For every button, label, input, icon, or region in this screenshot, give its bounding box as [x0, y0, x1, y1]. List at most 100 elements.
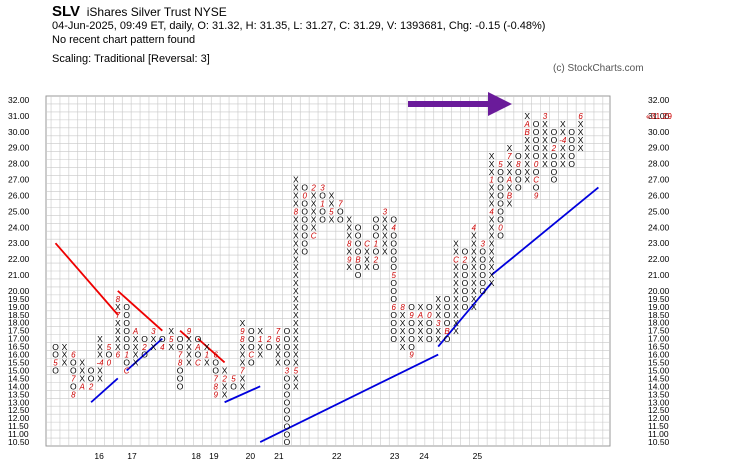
o-box: O: [551, 151, 558, 161]
x-axis-label: 23: [390, 451, 400, 461]
o-box: O: [284, 421, 291, 431]
security-name: iShares Silver Trust: [86, 5, 191, 19]
o-box: O: [141, 334, 148, 344]
x-box: X: [435, 302, 441, 312]
price-label-left: 30.00: [8, 127, 30, 137]
o-box: O: [497, 230, 504, 240]
o-box: O: [479, 286, 486, 296]
o-box: O: [444, 318, 451, 328]
x-box: X: [293, 358, 299, 368]
o-box: O: [106, 350, 113, 360]
price-label-left: 12.00: [8, 413, 30, 423]
o-box: O: [177, 374, 184, 384]
o-box: O: [497, 214, 504, 224]
price-stats: 04-Jun-2025, 09:49 ET, daily, O: 31.32, …: [52, 20, 546, 32]
x-box: X: [311, 191, 317, 201]
x-axis-label: 24: [419, 451, 429, 461]
pnf-column: X1X: [204, 342, 210, 368]
x-box: X: [346, 262, 352, 272]
x-box: X: [418, 318, 424, 328]
month-marker: 5: [231, 375, 236, 384]
x-axis-label: 18: [191, 451, 201, 461]
o-box: O: [355, 262, 362, 272]
o-box: O: [533, 151, 540, 161]
o-box: O: [551, 167, 558, 177]
x-box: X: [329, 191, 335, 201]
o-box: O: [515, 167, 522, 177]
price-label-right: 14.00: [648, 381, 670, 391]
month-marker: 6: [578, 112, 583, 121]
pnf-column: O4: [159, 334, 166, 352]
x-box: X: [168, 342, 174, 352]
x-box: X: [507, 143, 513, 153]
month-marker: 1: [374, 239, 378, 248]
resistance-trendline: [117, 290, 163, 332]
o-box: O: [123, 334, 130, 344]
x-box: X: [542, 151, 548, 161]
o-box: O: [373, 246, 380, 256]
x-box: X: [293, 310, 299, 320]
o-box: O: [301, 230, 308, 240]
month-marker: 7: [213, 375, 218, 384]
price-label-left: 14.00: [8, 381, 30, 391]
month-marker: 0: [498, 223, 503, 232]
month-marker: C: [364, 239, 370, 248]
x-box: X: [186, 334, 192, 344]
o-box: O: [230, 382, 237, 392]
o-box: O: [462, 278, 469, 288]
x-box: X: [293, 286, 299, 296]
month-marker: 2: [266, 335, 272, 344]
o-box: O: [123, 358, 130, 368]
price-label-left: 13.00: [8, 397, 30, 407]
month-marker: 5: [294, 367, 299, 376]
month-marker: 2: [310, 184, 316, 193]
x-box: X: [560, 119, 566, 129]
x-box: X: [311, 199, 317, 209]
pnf-column: O2O: [141, 334, 148, 360]
x-box: X: [222, 366, 228, 376]
x-box: X: [97, 350, 103, 360]
x-box: X: [507, 199, 513, 209]
month-marker: 3: [285, 367, 290, 376]
o-box: O: [390, 278, 397, 288]
month-marker: 4: [472, 223, 477, 232]
x-box: X: [453, 238, 459, 248]
x-axis-label: 22: [332, 451, 342, 461]
month-marker: 9: [213, 390, 218, 399]
o-box: O: [248, 326, 255, 336]
x-box: X: [115, 326, 121, 336]
o-box: O: [70, 382, 77, 392]
month-marker: 0: [427, 311, 432, 320]
x-box: X: [471, 254, 477, 264]
month-marker: 3: [543, 112, 548, 121]
x-box: X: [489, 262, 495, 272]
x-box: X: [293, 175, 299, 185]
o-box: O: [52, 366, 59, 376]
x-box: X: [489, 254, 495, 264]
x-box: X: [311, 222, 317, 232]
month-marker: -4: [96, 359, 104, 368]
month-marker: A: [194, 343, 200, 352]
price-label-right: 15.00: [648, 365, 670, 375]
o-box: O: [408, 334, 415, 344]
price-label-left: 10.50: [8, 437, 30, 447]
price-label-right: 30.00: [648, 127, 670, 137]
x-box: X: [133, 342, 139, 352]
pnf-column: 2O: [266, 335, 273, 352]
o-box: O: [497, 183, 504, 193]
x-box: X: [453, 302, 459, 312]
